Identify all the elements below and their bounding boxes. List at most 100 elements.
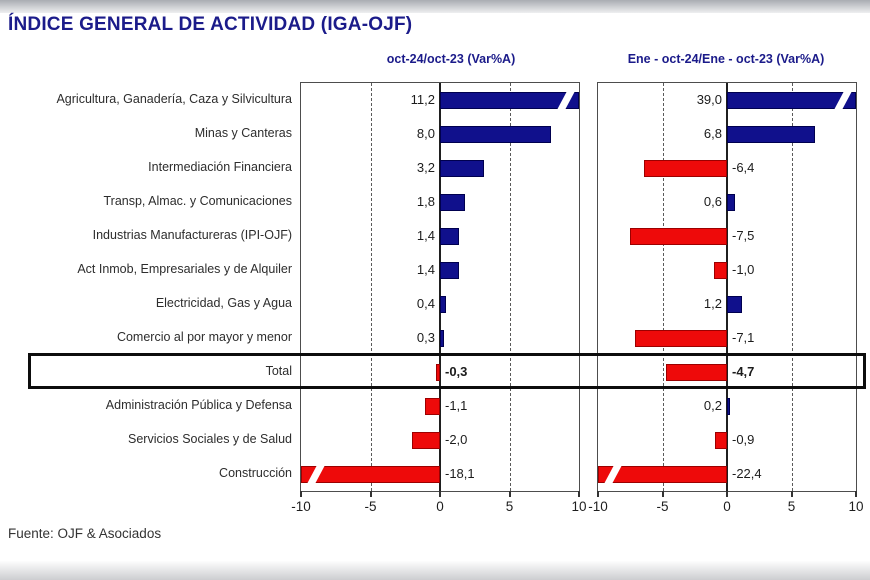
axis-tick-label: -5: [364, 499, 377, 514]
right-chart-panel: 39,0 6,8 -6,4 0,6 -7,5 -1,0 1,2 -7,1 -4,7 0,2 -0,9…: [588, 82, 864, 514]
source-note: Fuente: OJF & Asociados: [8, 526, 162, 541]
bar-value-label: -2,0: [445, 432, 468, 447]
zero-axis-line: [726, 83, 728, 491]
bar-Ene-row4: [630, 227, 727, 245]
bar-oct-24/oct-23-row5: [440, 261, 460, 279]
axis-tick: [661, 491, 664, 497]
bar-value-label: 8,0: [416, 126, 435, 141]
bar-oct-24/oct-23-row3: [440, 193, 466, 211]
category-label: Transp, Almac. y Comunicaciones: [103, 194, 292, 208]
category-label: Administración Pública y Defensa: [105, 398, 292, 412]
dashed-gridline: [370, 83, 372, 491]
category-label: Construcción: [219, 466, 292, 480]
category-label: Electricidad, Gas y Agua: [155, 296, 292, 310]
bar-oct-24/oct-23-row1: [440, 125, 552, 143]
category-label: Agricultura, Ganadería, Caza y Silvicult…: [56, 92, 292, 106]
bar-Ene-row1: [727, 125, 815, 143]
page-title: ÍNDICE GENERAL DE ACTIVIDAD (IGA-OJF): [8, 14, 413, 35]
category-label: Intermediación Financiera: [148, 160, 292, 174]
bar-oct-24/oct-23-row8: [435, 363, 440, 381]
bar-oct-24/oct-23-row9: [424, 397, 440, 415]
bar-oct-24/oct-23-row10: [412, 431, 440, 449]
right-panel-header: Ene - oct-24/Ene - oct-23 (Var%A): [627, 52, 825, 66]
bar-Ene-row10: [715, 431, 727, 449]
bar-Ene-row6: [727, 295, 743, 313]
axis-tick: [578, 491, 580, 497]
category-labels-column: Agricultura, Ganadería, Caza y Silvicult…: [6, 82, 292, 490]
bar-Ene-row5: [714, 261, 727, 279]
dashed-gridline: [662, 83, 664, 491]
axis-tick-label: 0: [723, 499, 731, 514]
bar-value-label: -1,1: [445, 398, 468, 413]
left-panel-header: oct-24/oct-23 (Var%A): [386, 52, 516, 66]
category-label: Minas y Canteras: [194, 126, 292, 140]
total-row-highlight-box: [28, 353, 866, 389]
bar-value-label: 1,4: [416, 228, 435, 243]
bar-oct-24/oct-23-row6: [440, 295, 446, 313]
axis-tick: [300, 491, 302, 497]
bar-value-label: -0,9: [732, 432, 755, 447]
axis-tick-label: 5: [505, 499, 514, 514]
bar-value-label: -1,0: [732, 262, 755, 277]
axis-tick: [855, 491, 857, 497]
axis-tick: [790, 491, 793, 497]
axis-tick-label: -10: [588, 499, 608, 514]
axis-tick: [439, 491, 441, 497]
axis-break-slash: [604, 465, 622, 483]
bar-Ene-row11: [598, 465, 727, 483]
category-label: Industrias Manufactureras (IPI-OJF): [92, 228, 292, 242]
bar-Ene-row8: [666, 363, 727, 381]
axis-tick-label: 10: [571, 499, 587, 514]
left-chart-panel: 11,2 8,0 3,2 1,8 1,4 1,4 0,4 0,3 -0,3 -1,1 -2,0 -18…: [291, 82, 587, 514]
bar-value-label: 0,3: [416, 330, 435, 345]
bar-value-label: 39,0: [696, 92, 722, 107]
bar-value-label: -7,5: [732, 228, 755, 243]
bar-oct-24/oct-23-row2: [440, 159, 485, 177]
bar-oct-24/oct-23-row7: [440, 329, 445, 347]
bar-oct-24/oct-23-row0: [440, 91, 579, 109]
category-label: Servicios Sociales y de Salud: [128, 432, 292, 446]
axis-tick-label: 5: [787, 499, 796, 514]
bottom-edge-strip: [0, 561, 870, 580]
axis-tick: [726, 491, 728, 497]
bar-value-label: 6,8: [703, 126, 722, 141]
bar-value-label: 0,6: [703, 194, 722, 209]
bar-value-label: -18,1: [445, 466, 475, 481]
bar-value-label: 1,4: [416, 262, 435, 277]
dashed-gridline: [791, 83, 793, 491]
zero-axis-line: [439, 83, 441, 491]
bar-value-label: 0,4: [416, 296, 435, 311]
axis-break-slash: [834, 91, 852, 109]
axis-break-slash: [557, 91, 575, 109]
axis-tick: [369, 491, 372, 497]
bar-value-label: 3,2: [416, 160, 435, 175]
bar-value-label: 1,8: [416, 194, 435, 209]
bar-value-label: 0,2: [703, 398, 722, 413]
bar-value-label: -7,1: [732, 330, 755, 345]
bar-value-label: -22,4: [732, 466, 762, 481]
axis-break-slash: [307, 465, 325, 483]
bar-Ene-row2: [644, 159, 727, 177]
axis-tick-label: -10: [291, 499, 311, 514]
bar-oct-24/oct-23-row11: [301, 465, 440, 483]
axis-tick-label: 10: [848, 499, 864, 514]
bar-Ene-row9: [727, 397, 730, 415]
bar-value-label: 1,2: [703, 296, 722, 311]
axis-tick: [597, 491, 599, 497]
bar-oct-24/oct-23-row4: [440, 227, 460, 245]
category-label: Comercio al por mayor y menor: [116, 330, 292, 344]
dashed-gridline: [509, 83, 511, 491]
bar-Ene-row3: [727, 193, 735, 211]
bar-value-label: 11,2: [410, 92, 435, 107]
bar-Ene-row0: [727, 91, 856, 109]
bar-value-label: -6,4: [732, 160, 755, 175]
bar-value-label: -0,3: [445, 364, 468, 379]
top-edge-strip: [0, 0, 870, 13]
axis-tick-label: -5: [656, 499, 669, 514]
category-label: Act Inmob, Empresariales y de Alquiler: [77, 262, 292, 276]
axis-tick: [508, 491, 511, 497]
bar-Ene-row7: [635, 329, 727, 347]
category-label-total: Total: [265, 364, 292, 378]
bar-value-label: -4,7: [732, 364, 755, 379]
